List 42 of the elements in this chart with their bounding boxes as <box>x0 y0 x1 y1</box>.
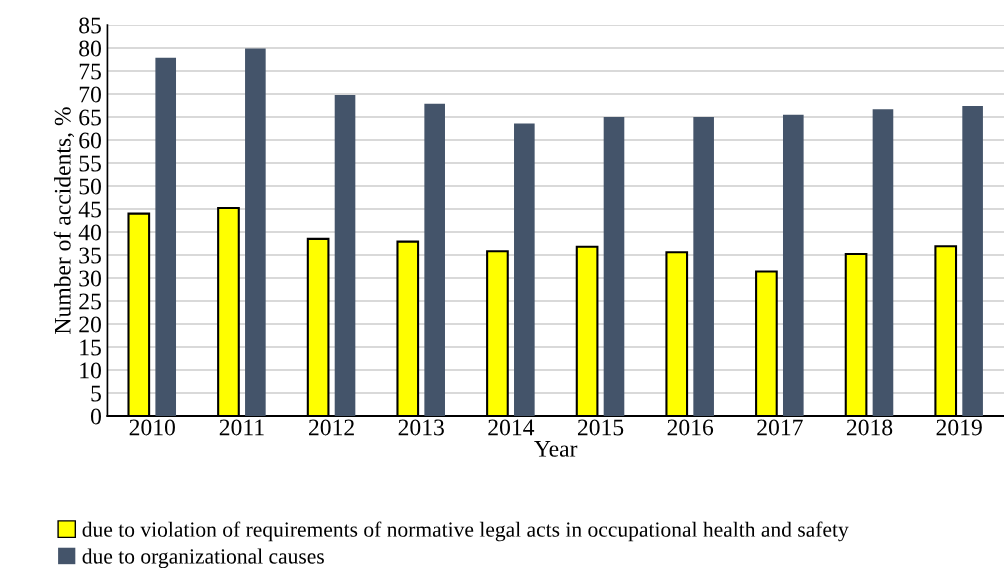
bar <box>245 48 266 416</box>
x-tick-label: 2019 <box>936 419 982 436</box>
y-tick-label: 25 <box>79 293 101 310</box>
y-tick-label: 85 <box>79 17 101 34</box>
x-tick-label: 2013 <box>398 419 444 436</box>
x-tick-label: 2015 <box>577 419 624 436</box>
y-tick-label: 0 <box>90 408 101 425</box>
y-tick-label: 35 <box>79 247 101 264</box>
y-tick-label: 80 <box>79 40 101 57</box>
x-tick-label: 2011 <box>219 419 264 436</box>
y-tick-label: 75 <box>79 63 101 80</box>
bar <box>334 94 356 416</box>
bar <box>155 57 177 416</box>
y-tick-label: 55 <box>79 155 101 172</box>
x-axis-title: Year <box>534 441 578 457</box>
y-tick-label: 20 <box>79 316 101 333</box>
y-axis-title: Number of accidents, % <box>53 107 75 334</box>
y-tick-label: 30 <box>79 270 101 287</box>
y-tick-label: 45 <box>78 201 101 218</box>
bar <box>962 105 983 416</box>
y-tick-label: 50 <box>79 178 101 195</box>
x-tick-label: 2017 <box>757 419 803 436</box>
y-tick-label: 70 <box>79 86 101 103</box>
bar <box>872 109 894 416</box>
bar <box>514 123 535 416</box>
bar <box>782 114 804 416</box>
y-tick-label: 65 <box>79 109 101 126</box>
bar <box>424 103 445 416</box>
y-tick-label: 60 <box>79 132 101 149</box>
y-tick-label: 15 <box>80 339 101 356</box>
x-tick-label: 2018 <box>846 419 893 436</box>
x-tick-label: 2012 <box>309 419 354 436</box>
bar <box>603 116 625 416</box>
y-tick-label: 5 <box>91 385 101 402</box>
legend-label: due to violation of requirements of normative legal acts in occupational health and safety <box>82 521 849 542</box>
y-tick-label: 40 <box>78 224 101 241</box>
y-tick-label: 10 <box>80 362 101 379</box>
x-tick-label: 2010 <box>129 419 175 436</box>
x-tick-label: 2014 <box>488 419 535 436</box>
x-tick-label: 2016 <box>667 419 714 436</box>
legend-label: due to organizational causes <box>82 548 324 569</box>
bar <box>693 116 714 416</box>
